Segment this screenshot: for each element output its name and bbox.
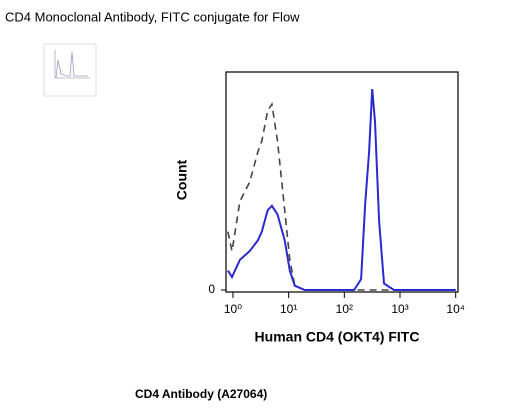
thumbnail[interactable] [43,43,97,97]
y-tick-label: 0 [208,282,215,296]
histogram-line [227,89,456,291]
thumbnail-curve [55,51,88,79]
x-tick-label: 10⁴ [446,302,465,316]
x-tick-label: 10⁰ [224,302,242,316]
figure-caption: CD4 Antibody (A27064) [135,387,267,401]
x-tick-label: 10³ [391,302,408,316]
thumbnail-frame[interactable] [43,43,97,97]
histogram-line [227,101,456,291]
page-title: CD4 Monoclonal Antibody, FITC conjugate … [5,9,300,24]
y-axis-label: Count [174,159,190,200]
x-tick-label: 10² [336,302,353,316]
x-tick-label: 10¹ [280,302,297,316]
plot-frame [225,71,459,293]
x-axis-label: Human CD4 (OKT4) FITC [255,329,420,345]
